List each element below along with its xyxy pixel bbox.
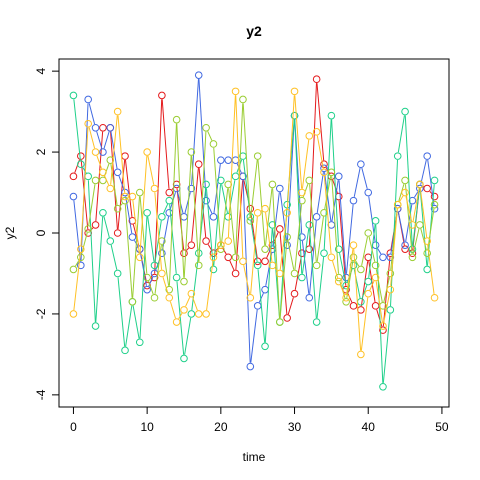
x-tick-label: 30	[288, 420, 302, 434]
x-tick-label: 50	[435, 420, 449, 434]
y-tick-label: 4	[34, 67, 48, 74]
x-tick-label: 40	[362, 420, 376, 434]
chart-title: y2	[246, 23, 262, 39]
y-tick-label: 2	[34, 148, 48, 155]
x-tick-label: 20	[214, 420, 228, 434]
y-tick-label: -4	[34, 389, 48, 400]
y-tick-label: -2	[34, 308, 48, 319]
y-axis-label: y2	[3, 226, 17, 239]
x-tick-label: 10	[140, 420, 154, 434]
x-axis-label: time	[243, 450, 266, 464]
y-tick-label: 0	[34, 229, 48, 236]
x-tick-label: 0	[70, 420, 77, 434]
